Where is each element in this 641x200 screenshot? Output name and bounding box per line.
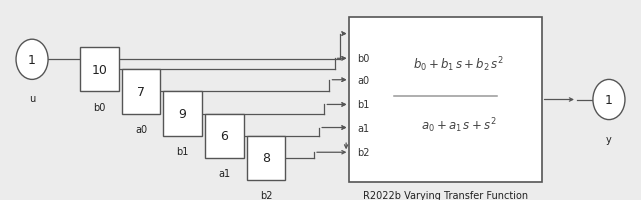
- Text: b2: b2: [357, 148, 370, 157]
- Bar: [349, 18, 542, 182]
- Text: b1: b1: [176, 146, 189, 156]
- Bar: [122, 70, 160, 114]
- Text: R2022b Varying Transfer Function: R2022b Varying Transfer Function: [363, 190, 528, 200]
- Text: 8: 8: [262, 152, 270, 164]
- Text: y: y: [606, 134, 612, 144]
- Text: a1: a1: [357, 123, 369, 133]
- Bar: [247, 136, 285, 180]
- Text: 10: 10: [92, 64, 107, 76]
- Text: $b_0 + b_1\,s + b_2\,s^2$: $b_0 + b_1\,s + b_2\,s^2$: [413, 55, 504, 73]
- Text: 7: 7: [137, 86, 145, 98]
- Text: b1: b1: [357, 100, 369, 110]
- Text: b2: b2: [260, 190, 272, 200]
- Text: 1: 1: [605, 94, 613, 106]
- Text: u: u: [29, 94, 35, 104]
- Bar: [163, 92, 202, 136]
- Text: a1: a1: [219, 168, 230, 178]
- Bar: [80, 48, 119, 92]
- Bar: [205, 114, 244, 158]
- Text: 9: 9: [179, 108, 187, 120]
- Text: b0: b0: [93, 102, 106, 112]
- Text: a0: a0: [357, 75, 369, 85]
- Text: 6: 6: [221, 130, 228, 142]
- Text: b0: b0: [357, 54, 369, 64]
- Ellipse shape: [593, 80, 625, 120]
- Text: $a_0 + a_1\,s + s^2$: $a_0 + a_1\,s + s^2$: [420, 115, 496, 134]
- Text: a0: a0: [135, 124, 147, 134]
- Text: 1: 1: [28, 54, 36, 66]
- Ellipse shape: [16, 40, 48, 80]
